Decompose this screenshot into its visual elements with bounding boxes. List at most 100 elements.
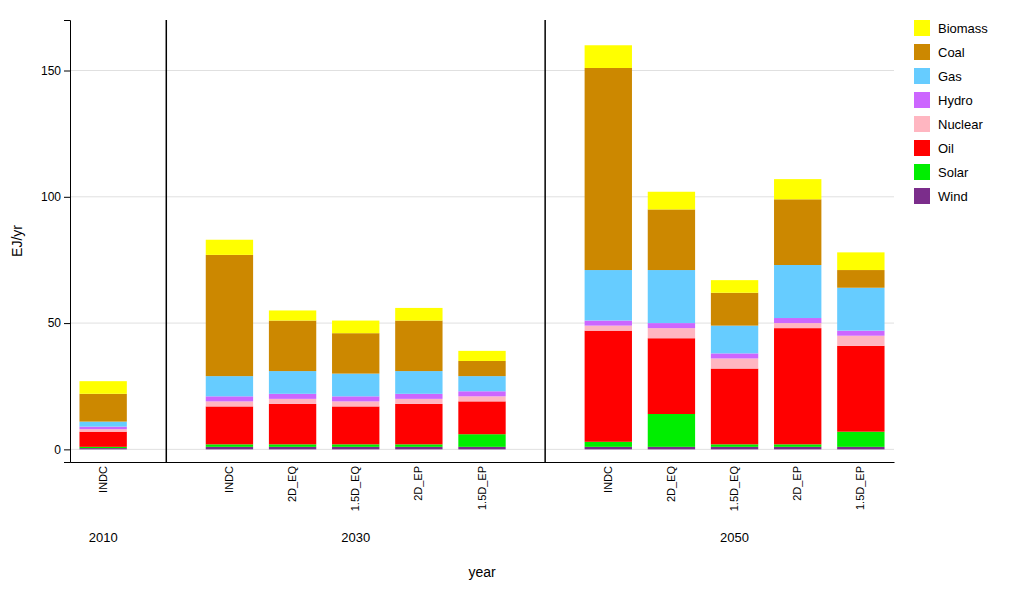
tick-label: 2D_EP bbox=[412, 466, 424, 501]
bar-segment bbox=[711, 293, 758, 326]
bar-segment bbox=[585, 447, 632, 450]
legend-swatch bbox=[914, 20, 930, 36]
bar-segment bbox=[648, 323, 695, 328]
grid-line bbox=[70, 323, 894, 324]
tick-label: 1.5D_EP bbox=[854, 466, 866, 510]
bar-segment bbox=[79, 422, 126, 427]
bar-segment bbox=[269, 447, 316, 450]
bar-segment bbox=[774, 318, 821, 323]
x-tick: 1.5D_EP bbox=[854, 462, 866, 510]
legend-item: Wind bbox=[914, 188, 968, 204]
legend-swatch bbox=[914, 116, 930, 132]
y-tick: 150 bbox=[41, 64, 70, 78]
chart: 050100150INDCINDC2D_EQ1.5D_EQ2D_EP1.5D_E… bbox=[0, 0, 1024, 592]
bar-segment bbox=[458, 361, 505, 376]
legend-item: Coal bbox=[914, 44, 965, 60]
x-tick: 2D_EQ bbox=[286, 462, 298, 502]
legend-label: Coal bbox=[938, 45, 965, 60]
bar-segment bbox=[711, 326, 758, 354]
legend-item: Solar bbox=[914, 164, 969, 180]
bar-segment bbox=[648, 192, 695, 210]
x-axis-title: year bbox=[468, 564, 496, 580]
group-divider bbox=[544, 20, 546, 462]
legend-label: Nuclear bbox=[938, 117, 983, 132]
bar-segment bbox=[585, 45, 632, 68]
bar-segment bbox=[395, 404, 442, 444]
bar-series bbox=[79, 328, 884, 447]
bar-segment bbox=[206, 396, 253, 401]
bar-segment bbox=[837, 447, 884, 450]
x-tick: 2D_EP bbox=[791, 462, 803, 501]
bar-segment bbox=[585, 68, 632, 270]
group-divider bbox=[166, 20, 168, 462]
tick-label: INDC bbox=[223, 466, 235, 493]
bar-segment bbox=[837, 346, 884, 432]
legend: BiomassCoalGasHydroNuclearOilSolarWind bbox=[914, 20, 988, 204]
dividers bbox=[166, 20, 545, 462]
bar-segment bbox=[648, 414, 695, 447]
x-tick: 1.5D_EQ bbox=[728, 462, 740, 511]
tick-label: 1.5D_EP bbox=[476, 466, 488, 510]
axis-line bbox=[64, 21, 71, 463]
bar-segment bbox=[774, 179, 821, 199]
bar-series bbox=[79, 45, 884, 394]
bar-segment bbox=[206, 376, 253, 396]
group-labels: 201020302050 bbox=[89, 530, 749, 545]
bar-segment bbox=[711, 444, 758, 447]
bar-segment bbox=[206, 255, 253, 376]
legend-swatch bbox=[914, 44, 930, 60]
bar-segment bbox=[648, 447, 695, 450]
x-tick: INDC bbox=[97, 462, 109, 493]
legend-swatch bbox=[914, 92, 930, 108]
bar-segment bbox=[648, 209, 695, 270]
legend-label: Biomass bbox=[938, 21, 988, 36]
bar-segment bbox=[711, 447, 758, 450]
grid-line bbox=[70, 70, 894, 71]
bar-segment bbox=[837, 336, 884, 346]
bar-segment bbox=[79, 432, 126, 447]
legend-swatch bbox=[914, 188, 930, 204]
tick-mark bbox=[64, 323, 70, 324]
tick-label: 2D_EP bbox=[791, 466, 803, 501]
bar-series bbox=[79, 265, 884, 427]
bar-segment bbox=[206, 444, 253, 447]
bar-segment bbox=[206, 447, 253, 450]
bar-segment bbox=[458, 447, 505, 450]
tick-label: 2D_EQ bbox=[665, 466, 677, 503]
bar-series bbox=[79, 323, 884, 432]
bar-segment bbox=[585, 442, 632, 447]
bar-series bbox=[79, 447, 884, 450]
group-label: 2030 bbox=[341, 530, 370, 545]
bar-series bbox=[79, 68, 884, 422]
bar-segment bbox=[395, 308, 442, 321]
legend-item: Oil bbox=[914, 140, 954, 156]
bar-segment bbox=[458, 434, 505, 447]
legend-label: Solar bbox=[938, 165, 969, 180]
bar-segment bbox=[585, 270, 632, 321]
bar-segment bbox=[395, 321, 442, 372]
x-tick: 1.5D_EP bbox=[476, 462, 488, 510]
bar-segment bbox=[585, 326, 632, 331]
bar-segment bbox=[837, 432, 884, 447]
bar-segment bbox=[206, 406, 253, 444]
bar-segment bbox=[79, 429, 126, 432]
bar-segment bbox=[395, 394, 442, 399]
bar-segment bbox=[269, 321, 316, 372]
bar-segment bbox=[458, 376, 505, 391]
bar-segment bbox=[711, 358, 758, 368]
legend-label: Oil bbox=[938, 141, 954, 156]
bar-segment bbox=[332, 374, 379, 397]
legend-item: Nuclear bbox=[914, 116, 983, 132]
x-tick: INDC bbox=[223, 462, 235, 493]
tick-label: 100 bbox=[41, 190, 61, 204]
axis-line bbox=[71, 462, 895, 463]
bar-segment bbox=[774, 265, 821, 318]
bar-segment bbox=[79, 394, 126, 422]
bar-segment bbox=[332, 333, 379, 373]
tick-mark bbox=[64, 197, 70, 198]
bar-segment bbox=[458, 391, 505, 396]
bar-segment bbox=[648, 338, 695, 414]
bar-segment bbox=[269, 444, 316, 447]
bar-segment bbox=[837, 331, 884, 336]
legend-item: Hydro bbox=[914, 92, 973, 108]
